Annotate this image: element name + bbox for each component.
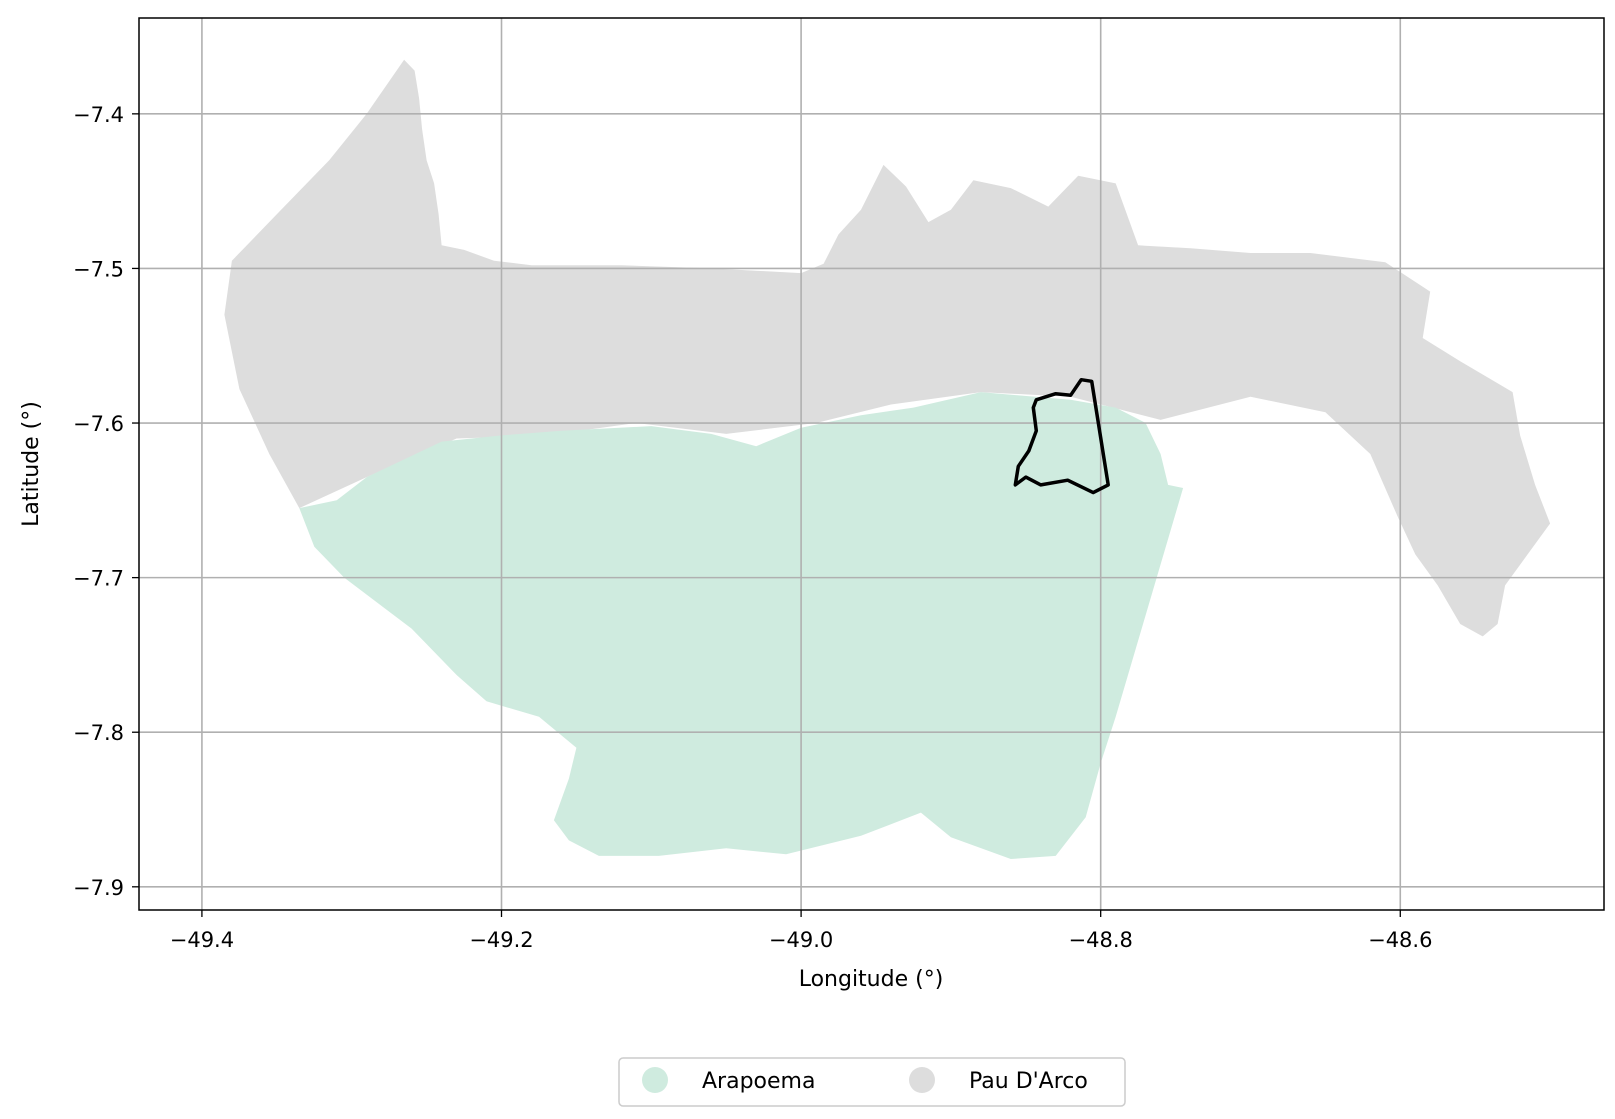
plot-frame <box>138 17 1605 911</box>
regions-layer <box>224 59 1551 859</box>
x-axis-title: Longitude (°) <box>799 967 944 992</box>
highlight-layer <box>1013 377 1110 495</box>
legend-frame <box>618 1057 1126 1107</box>
y-tick-label: −7.8 <box>73 721 124 745</box>
y-tick-label: −7.5 <box>73 257 124 281</box>
x-tick-label: −48.8 <box>1069 928 1133 952</box>
x-tick-label: −49.4 <box>170 928 234 952</box>
region-arapoema <box>299 392 1184 859</box>
legend-label-pau-darco: Pau D'Arco <box>969 1069 1088 1094</box>
y-tick-label: −7.4 <box>73 103 124 127</box>
region-pau-d-arco <box>224 59 1551 637</box>
legend-label-arapoema: Arapoema <box>702 1069 815 1094</box>
y-axis-ticks: −7.4 −7.5 −7.6 −7.7 −7.8 −7.9 <box>73 103 139 900</box>
legend-swatch-pau-darco <box>909 1067 935 1093</box>
y-axis-title: Latitude (°) <box>19 401 44 527</box>
y-tick-label: −7.7 <box>73 567 124 591</box>
y-tick-label: −7.6 <box>73 412 124 436</box>
legend: Arapoema Pau D'Arco <box>618 1057 1126 1107</box>
x-tick-label: −49.2 <box>469 928 533 952</box>
grid-layer <box>139 18 1604 910</box>
x-axis-ticks: −49.4 −49.2 −49.0 −48.8 −48.6 <box>170 910 1432 952</box>
x-tick-label: −48.6 <box>1368 928 1432 952</box>
legend-swatch-arapoema <box>642 1067 668 1093</box>
y-tick-label: −7.9 <box>73 876 124 900</box>
x-tick-label: −49.0 <box>769 928 833 952</box>
highlighted-boundary <box>1013 377 1110 495</box>
